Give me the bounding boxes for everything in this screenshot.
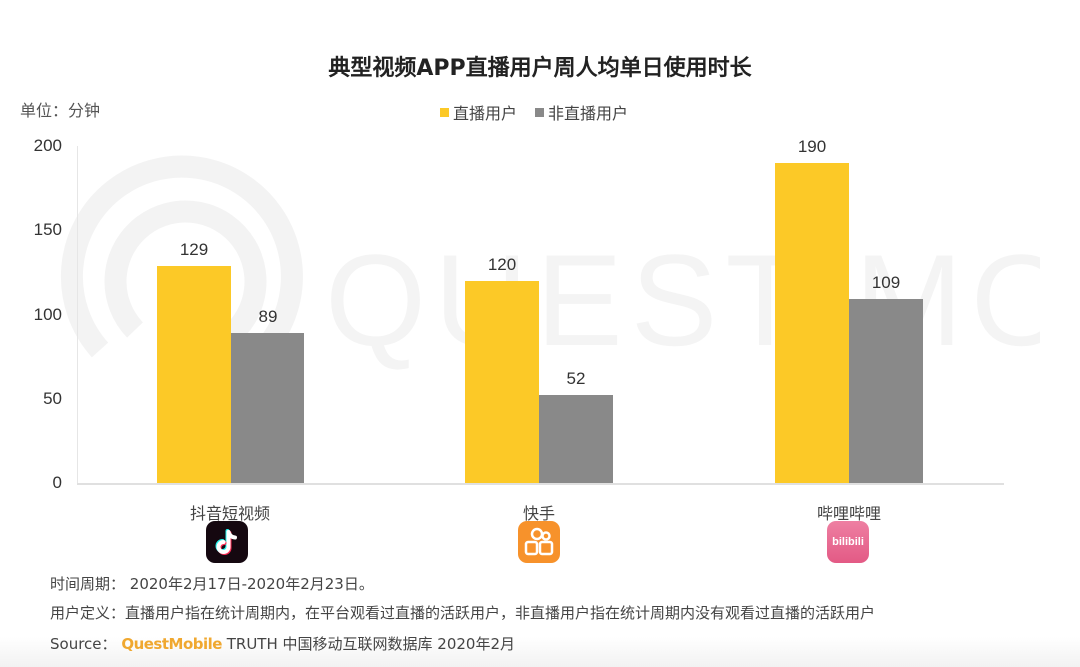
bar-value-label: 129 xyxy=(179,240,209,259)
legend-item-live-users: 直播用户 xyxy=(440,100,517,124)
y-axis-line xyxy=(77,146,78,484)
legend-label: 直播用户 xyxy=(453,104,518,123)
y-tick: 0 xyxy=(52,473,62,492)
y-tick: 200 xyxy=(33,136,62,155)
category-label-douyin: 抖音短视频 xyxy=(189,504,270,523)
legend-swatch-gray-icon xyxy=(535,107,545,117)
chart-title: 典型视频APP直播用户周人均单日使用时长 xyxy=(328,56,752,81)
category-label-kuaishou: 快手 xyxy=(522,504,555,523)
questmobile-brand-logo: QuestMobile xyxy=(121,635,222,653)
footnote-period: 时间周期： 2020年2月17日-2020年2月23日。 xyxy=(50,573,374,594)
bar-bilibili-non-live xyxy=(849,299,923,483)
footnote-definition: 用户定义：直播用户指在统计周期内，在平台观看过直播的活跃用户，非直播用户指在统计… xyxy=(50,602,875,623)
bar-kuaishou-non-live xyxy=(539,395,613,483)
definition-value: 直播用户指在统计周期内，在平台观看过直播的活跃用户，非直播用户指在统计周期内没有… xyxy=(125,604,876,622)
bar-value-label: 120 xyxy=(487,255,517,274)
bar-value-label: 109 xyxy=(871,273,901,292)
page-bottom-fade xyxy=(0,637,1080,667)
y-tick: 150 xyxy=(33,220,62,239)
footnote-source: Source： QuestMobile TRUTH 中国移动互联网数据库 202… xyxy=(50,633,515,654)
definition-label: 用户定义： xyxy=(50,604,126,622)
category-label-bilibili: 哔哩哔哩 xyxy=(816,504,881,523)
bar-value-label: 190 xyxy=(797,137,827,156)
bar-value-label: 52 xyxy=(566,369,586,388)
legend-swatch-yellow-icon xyxy=(440,107,449,117)
kuaishou-app-icon xyxy=(518,521,560,563)
bar-value-label: 89 xyxy=(258,307,278,326)
y-tick: 50 xyxy=(43,389,62,408)
source-label: Source： xyxy=(50,635,117,653)
bilibili-app-icon: bilibili xyxy=(827,521,869,563)
legend-item-non-live-users: 非直播用户 xyxy=(535,100,628,124)
unit-label: 单位：分钟 xyxy=(20,101,101,120)
period-label: 时间周期： xyxy=(50,575,126,593)
douyin-app-icon xyxy=(206,521,248,563)
legend-label: 非直播用户 xyxy=(548,104,629,123)
period-value: 2020年2月17日-2020年2月23日。 xyxy=(129,575,374,593)
bar-douyin-non-live xyxy=(231,333,304,483)
bilibili-icon-text: bilibili xyxy=(832,536,864,548)
bar-bilibili-live xyxy=(775,163,849,483)
x-axis-line xyxy=(77,483,1004,485)
y-tick: 100 xyxy=(33,305,62,324)
chart-legend: 直播用户 非直播用户 xyxy=(440,100,628,124)
bar-kuaishou-live xyxy=(465,281,539,483)
bar-douyin-live xyxy=(157,266,231,483)
source-value: TRUTH 中国移动互联网数据库 2020年2月 xyxy=(226,635,515,653)
